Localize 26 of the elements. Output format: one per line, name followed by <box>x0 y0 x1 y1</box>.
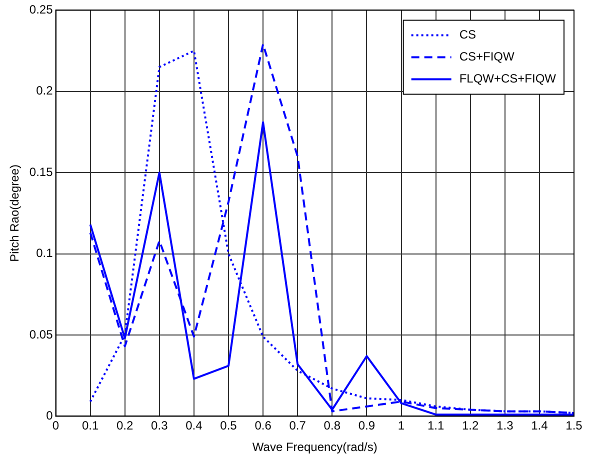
y-tick-label: 0.15 <box>29 164 54 179</box>
x-tick-label: 0.7 <box>289 418 306 433</box>
y-tick-label: 0.05 <box>29 327 54 342</box>
y-tick-label: 0.25 <box>29 2 54 17</box>
x-tick-label: 0.2 <box>116 418 134 433</box>
x-tick-label: 1.3 <box>496 418 514 433</box>
x-tick-label: 0.4 <box>186 418 203 433</box>
legend-label: FLQW+CS+FIQW <box>459 72 557 86</box>
legend-label: CS <box>459 28 476 42</box>
x-tick-label: 0.1 <box>82 418 99 433</box>
y-tick-label: 0.2 <box>36 84 54 98</box>
x-tick-label: 0.6 <box>254 418 272 433</box>
x-tick-label: 0.8 <box>324 418 341 433</box>
y-tick-label: 0 <box>46 408 54 423</box>
x-tick-label: 1.5 <box>566 418 583 433</box>
x-tick-label: 1 <box>398 418 405 433</box>
x-tick-label: 0.9 <box>358 418 376 433</box>
x-axis-title: Wave Frequency(rad/s) <box>252 440 378 454</box>
y-tick-label: 0.1 <box>36 246 54 260</box>
x-tick-label: 1.4 <box>531 418 548 433</box>
x-tick-label: 0.5 <box>220 418 238 433</box>
legend-label: CS+FIQW <box>459 50 515 64</box>
x-tick-label: 0.3 <box>151 418 168 433</box>
x-tick-label: 1.2 <box>462 418 480 433</box>
y-axis-title: Pitch Rao(degree) <box>8 164 22 262</box>
x-tick-label: 1.1 <box>427 418 444 433</box>
